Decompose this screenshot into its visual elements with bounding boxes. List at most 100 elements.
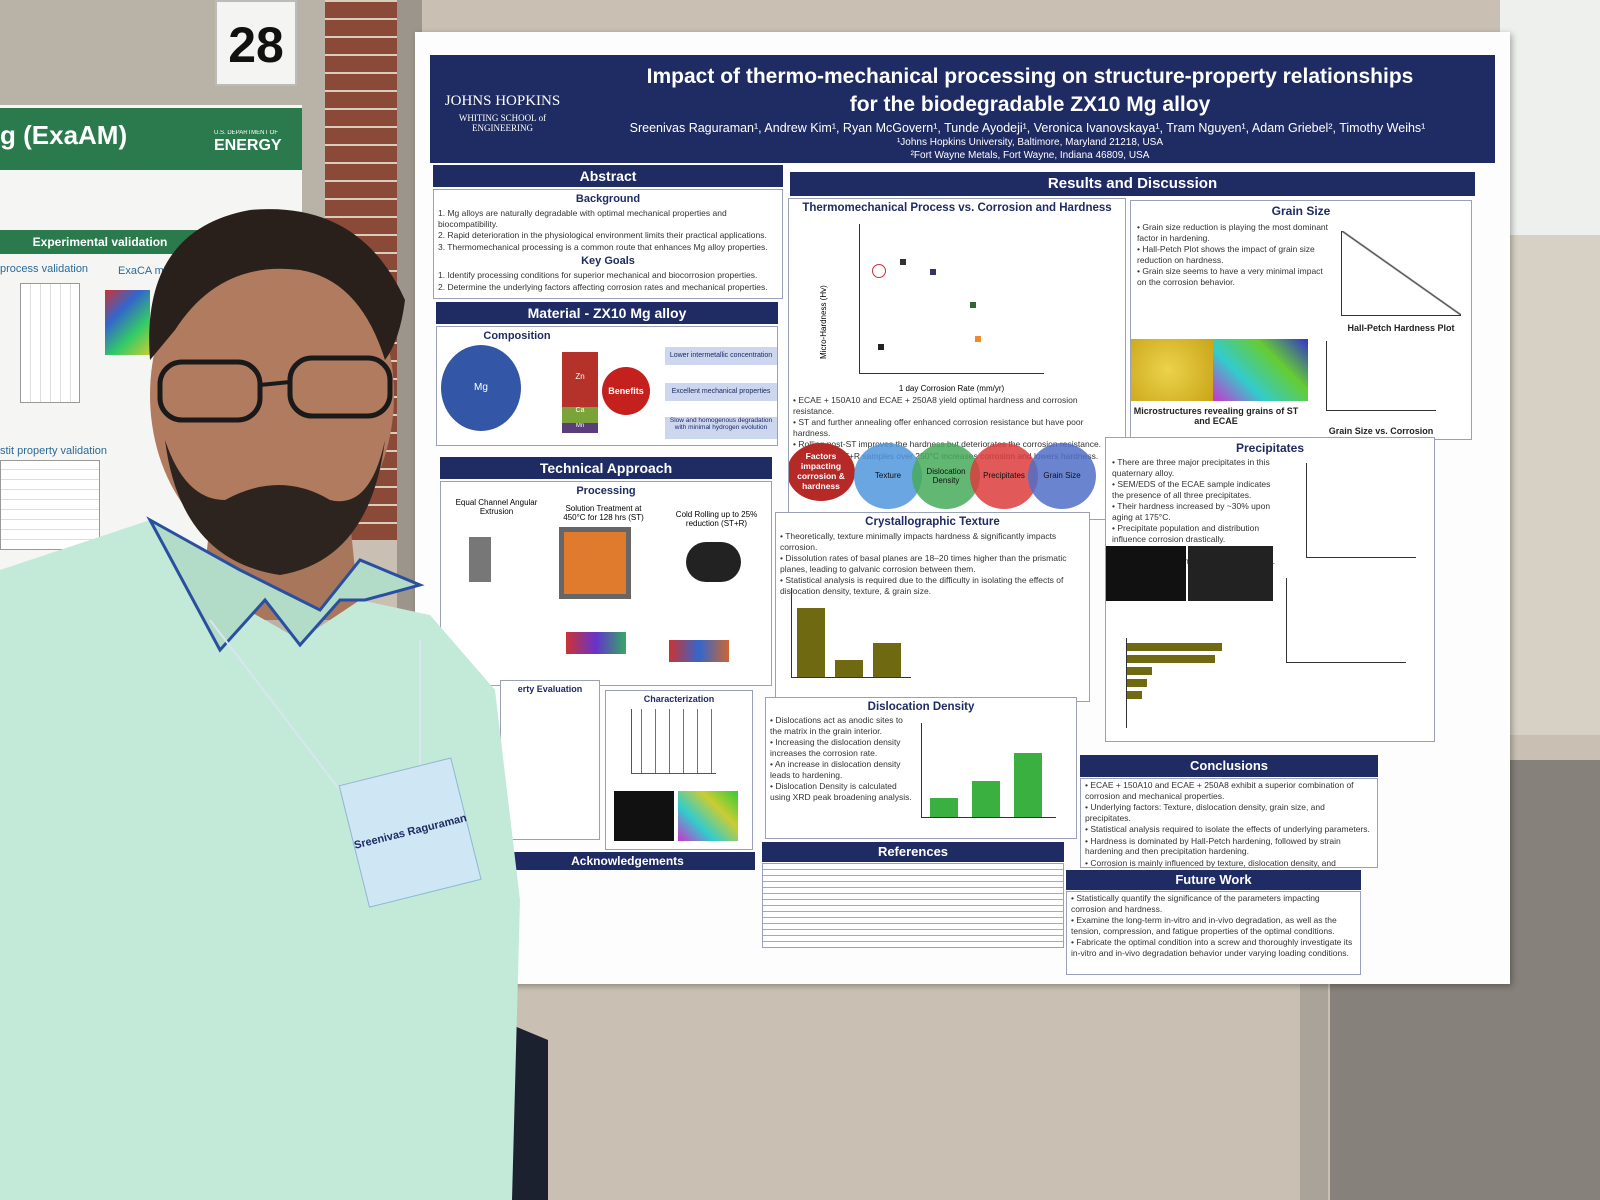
subheading: Processing — [576, 485, 636, 497]
list: Theoretically, texture minimally impacts… — [776, 531, 1089, 596]
bar — [1014, 753, 1042, 817]
precipitates-panel: Precipitates There are three major preci… — [1105, 437, 1435, 742]
list-item: 2. Determine the underlying factors affe… — [438, 281, 768, 292]
affiliation: ¹Johns Hopkins University, Baltimore, Ma… — [896, 137, 1164, 148]
bar — [972, 781, 1000, 817]
sample — [566, 632, 626, 654]
point-marker — [930, 269, 936, 275]
left-section: Experimental validation — [0, 230, 200, 254]
list-item: Grain size reduction is playing the most… — [1137, 222, 1329, 243]
list-item: 2. Rapid deterioration in the physiologi… — [438, 230, 767, 240]
badge-card — [338, 757, 482, 908]
grain-size-panel: Grain Size Grain size reduction is playi… — [1130, 200, 1472, 440]
glasses-lens — [157, 359, 263, 423]
texture-plot — [791, 588, 911, 678]
list-item: Increasing the dislocation density incre… — [770, 737, 912, 758]
left-image — [105, 290, 150, 355]
section-heading: Results and Discussion — [790, 172, 1475, 196]
technical-panel: Processing Equal Channel Angular Extrusi… — [440, 481, 772, 686]
subheading: Background — [575, 193, 641, 205]
hair — [149, 209, 405, 360]
zn-block: Zn — [562, 352, 598, 407]
window — [1500, 0, 1600, 235]
caption: Hall-Petch Hardness Plot — [1347, 323, 1455, 333]
corrosion-plot — [1326, 341, 1436, 411]
mn-block: Mn — [562, 423, 598, 433]
poster-title: Impact of thermo-mechanical processing o… — [646, 65, 1414, 88]
poster-header: JOHNS HOPKINS WHITING SCHOOL of ENGINEER… — [430, 55, 1495, 163]
badge: Sreenivas Raguraman — [338, 757, 482, 908]
dislocation-panel: Dislocation Density Dislocations act as … — [765, 697, 1077, 839]
point-marker — [878, 344, 884, 350]
list-item: Statistical analysis is required due to … — [780, 575, 1085, 596]
list: ECAE + 150A10 and ECAE + 250A8 exhibit a… — [1081, 780, 1377, 868]
hall-petch-plot — [1341, 231, 1461, 316]
list-item: Theoretically, texture minimally impacts… — [780, 531, 1085, 552]
authors: Sreenivas Raguraman¹, Andrew Kim¹, Ryan … — [629, 121, 1426, 135]
list-item: Their hardness increased by ~30% upon ag… — [1112, 501, 1279, 522]
list-item: 1. Identify processing conditions for su… — [438, 270, 758, 280]
property-panel: erty Evaluation — [500, 680, 600, 840]
left-poster-title: g (ExaAM) — [0, 120, 128, 150]
benefits-circle: Benefits — [602, 367, 650, 415]
section-heading: Abstract — [433, 165, 783, 187]
results-panel: Thermomechanical Process vs. Corrosion a… — [788, 198, 1126, 520]
section-heading: Acknowledgements — [500, 852, 755, 870]
bar — [1127, 691, 1142, 699]
institution-name: JOHNS HOPKINS — [444, 93, 561, 109]
list-item: SEM/EDS of the ECAE sample indicates the… — [1112, 479, 1279, 500]
section-heading: Conclusions — [1080, 755, 1378, 777]
list-item: ECAE + 150A10 and ECAE + 250A8 yield opt… — [793, 395, 1121, 416]
subheading: Composition — [483, 330, 551, 342]
glasses-bridge — [259, 380, 291, 387]
list-item: Dissolution rates of basal planes are 18… — [780, 553, 1085, 574]
list-item: 1. Mg alloys are naturally degradable wi… — [438, 208, 727, 229]
micrograph — [1131, 339, 1213, 401]
poster-title: for the biodegradable ZX10 Mg alloy — [849, 93, 1211, 116]
mg-circle: Mg — [441, 345, 521, 431]
list-item: Dislocation Density is calculated using … — [770, 781, 912, 802]
collar — [146, 516, 425, 653]
point-marker — [970, 302, 976, 308]
bar — [930, 798, 958, 817]
corrosion-bar-plot — [1126, 638, 1256, 728]
aging-plot — [1286, 578, 1406, 663]
agency: ENERGY — [214, 137, 282, 154]
bar — [797, 608, 825, 677]
sample — [669, 640, 729, 662]
list-item: Statistically quantify the significance … — [1071, 893, 1356, 914]
dislocation-plot — [921, 723, 1056, 818]
agency-small: U.S. DEPARTMENT OF — [214, 130, 279, 136]
board-leg — [1300, 970, 1328, 1200]
micrograph — [614, 791, 674, 841]
factor-circle: Grain Size — [1028, 443, 1096, 509]
section-heading: Future Work — [1066, 870, 1361, 890]
list-item: Hardness is dominated by Hall-Petch hard… — [1085, 836, 1373, 857]
point-marker — [975, 336, 981, 342]
sem-image — [1106, 546, 1186, 601]
caption: Grain Size vs. Corrosion — [1328, 426, 1434, 436]
affiliation: ²Fort Wayne Metals, Fort Wayne, Indiana … — [910, 150, 1150, 161]
face — [150, 235, 394, 555]
section-heading: Technical Approach — [440, 457, 772, 479]
list-item: Corrosion is mainly influenced by textur… — [1085, 858, 1373, 868]
step: Equal Channel Angular Extrusion — [455, 498, 538, 516]
list: Statistically quantify the significance … — [1067, 893, 1360, 958]
institution-school: WHITING SCHOOL of ENGINEERING — [458, 113, 547, 133]
factor-circle: Texture — [854, 443, 922, 509]
subheading: Key Goals — [581, 255, 635, 267]
right-wall — [1500, 235, 1600, 735]
benefit: Excellent mechanical properties — [665, 383, 777, 401]
bar — [1127, 667, 1152, 675]
material-panel: Composition Mg Zn Ca Mn Benefits Lower i… — [436, 326, 778, 446]
xrd-plot — [631, 709, 716, 774]
future-panel: Statistically quantify the significance … — [1066, 891, 1361, 975]
left-panel-label: process validation — [0, 263, 89, 275]
subheading: Characterization — [643, 694, 715, 704]
lanyard — [209, 619, 421, 811]
sem-image — [1188, 546, 1273, 601]
texture-panel: Crystallographic Texture Theoretically, … — [775, 512, 1090, 702]
